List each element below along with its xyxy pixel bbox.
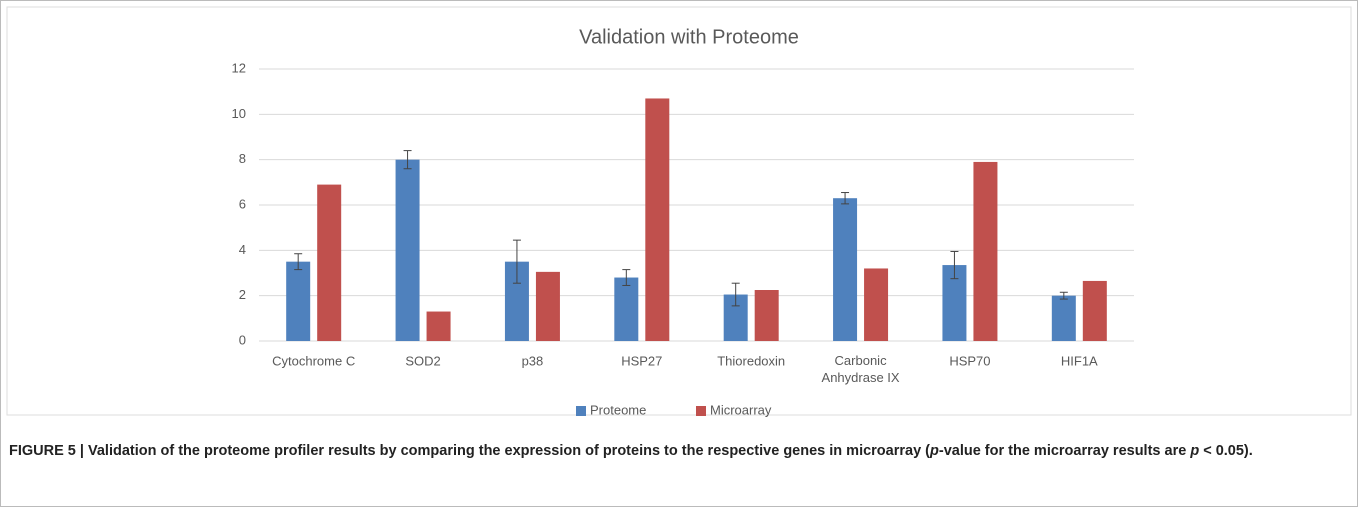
bar: [864, 268, 889, 341]
error-bar: [622, 269, 631, 286]
legend-label: Microarray: [710, 402, 772, 417]
caption-part: -value for the microarray results are: [938, 443, 1191, 459]
caption-part: p: [930, 443, 939, 459]
chart-frame: [6, 6, 1352, 416]
y-tick-label: 10: [232, 106, 246, 121]
bar: [395, 159, 420, 341]
error-bar: [731, 282, 740, 307]
bar: [286, 261, 311, 341]
error-bar: [294, 253, 303, 271]
bar: [754, 290, 779, 341]
y-tick-label: 12: [232, 60, 246, 75]
error-bar: [841, 192, 850, 205]
x-tick-label: p38: [522, 353, 544, 368]
y-tick-label: 6: [239, 196, 246, 211]
bar: [833, 198, 858, 341]
caption-part: < 0.05).: [1199, 443, 1253, 459]
bar: [645, 98, 670, 341]
bar: [535, 271, 560, 341]
bar: [614, 277, 639, 341]
x-tick-label: HSP27: [621, 353, 662, 368]
bar: [317, 184, 342, 341]
caption-part: p: [1190, 443, 1200, 459]
chart: Validation with Proteome 0 2 4 6 8 10 12 Cytoch…: [6, 6, 1352, 417]
y-tick-label: 8: [239, 151, 246, 166]
error-bar: [512, 239, 521, 284]
x-tick-label: HSP70: [949, 353, 990, 368]
y-tick-label: 4: [239, 242, 246, 257]
bar: [1051, 295, 1076, 341]
y-tick-label: 0: [239, 332, 246, 347]
legend-swatch: [696, 406, 706, 416]
bar: [1082, 280, 1107, 341]
caption-part: FIGURE 5 | Validation of the proteome pr…: [9, 443, 930, 459]
caption: FIGURE 5 | Validation of the proteome pr…: [9, 441, 1339, 462]
x-tick-label: Thioredoxin: [717, 353, 785, 368]
error-bar: [403, 150, 412, 170]
y-tick-label: 2: [239, 287, 246, 302]
error-bar: [950, 250, 959, 280]
bar: [973, 161, 998, 341]
bar: [426, 311, 451, 341]
legend-label: Proteome: [590, 402, 646, 417]
x-tick-label: SOD2: [405, 353, 440, 368]
error-bar: [1059, 291, 1068, 300]
legend-swatch: [576, 406, 586, 416]
x-tick-label: Carbonic Anhydrase IX: [822, 353, 900, 385]
chart-title: Validation with Proteome: [579, 26, 799, 48]
x-tick-label: HIF1A: [1061, 353, 1098, 368]
x-tick-label: Cytochrome C: [272, 353, 355, 368]
